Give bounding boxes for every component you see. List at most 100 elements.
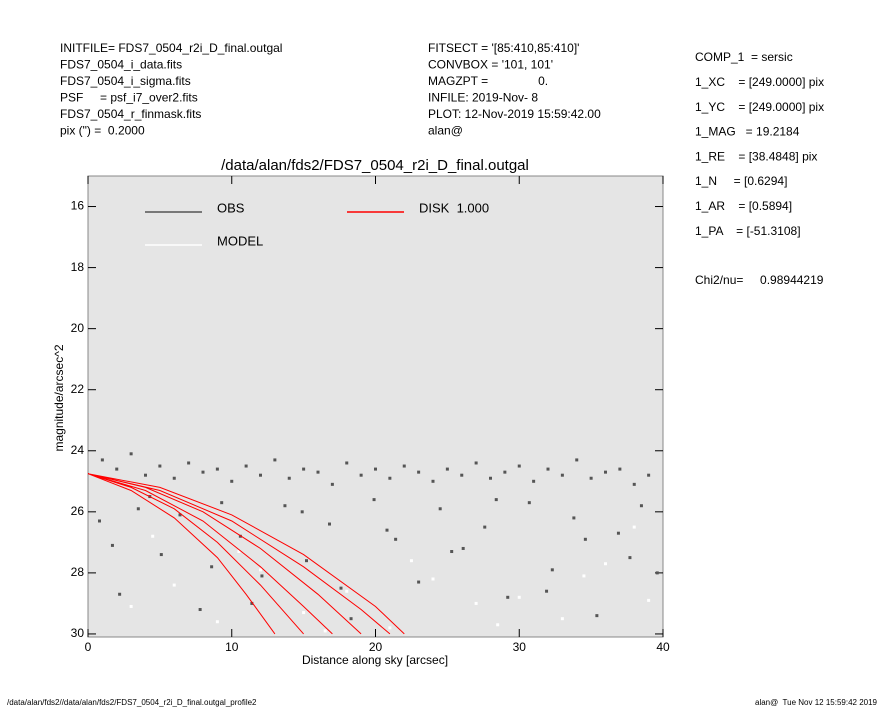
data-point [339,586,343,590]
data-point [506,595,510,599]
data-point [98,519,101,523]
data-point [115,467,119,471]
y-tick-label: 30 [71,626,85,640]
data-point [632,525,636,529]
data-point [450,550,454,554]
header-left-line: FDS7_0504_r_finmask.fits [60,107,201,121]
legend-label: OBS [217,200,245,215]
header-right-line: 1_XC = [249.0000] pix [695,75,824,89]
data-point [431,577,435,581]
header-left-line: FDS7_0504_i_data.fits [60,58,182,72]
data-point [517,464,521,468]
data-point [201,470,205,474]
data-point [244,464,248,468]
x-tick-label: 40 [656,640,670,654]
chi2: Chi2/nu= 0.98944219 [695,273,824,287]
data-point [461,546,465,550]
data-point [359,473,363,477]
legend-label: MODEL [217,233,263,248]
data-point [118,592,122,596]
header-right-line: 1_AR = [0.5894] [695,199,792,213]
data-point [417,580,421,584]
data-point [572,516,576,520]
data-point [330,482,334,486]
data-point [230,479,234,483]
data-point [604,562,607,566]
data-point [417,470,421,474]
data-point [474,601,478,605]
x-tick-label: 0 [85,640,92,654]
data-point [172,476,176,480]
data-point [582,574,586,578]
y-tick-label: 22 [71,382,85,396]
data-point [560,473,564,477]
data-point [632,482,636,486]
header-right-line: COMP_1 = sersic [695,50,793,64]
header-right-line: 1_PA = [-51.3108] [695,224,801,238]
data-point [172,583,176,587]
data-point [159,553,163,557]
data-point [328,522,331,526]
data-point [402,464,406,468]
data-point [560,617,564,621]
data-point [287,476,291,480]
data-point [345,461,349,465]
header-left-line: INITFILE= FDS7_0504_r2i_D_final.outgal [60,41,282,55]
data-point [460,473,464,477]
data-point [385,528,389,532]
x-tick-label: 30 [513,640,527,654]
header-middle-line: INFILE: 2019-Nov- 8 [428,91,538,105]
data-point [628,556,632,560]
data-point [503,470,507,474]
data-point [388,626,392,630]
data-point [589,476,593,480]
data-point [527,501,531,505]
data-point [372,498,376,502]
data-point [349,617,353,621]
header-right-line: 1_YC = [249.0000] pix [695,100,824,114]
data-point [575,458,579,462]
header-right-line: 1_MAG = 19.2184 [695,125,800,139]
x-axis-label: Distance along sky [arcsec] [302,653,448,667]
data-point [647,473,651,477]
data-point [394,537,398,541]
data-point [550,568,554,572]
data-point [316,470,320,474]
data-point [595,614,599,618]
data-point [388,476,392,480]
data-point [302,611,306,615]
data-point [302,467,306,471]
data-point [259,568,262,572]
data-point [250,601,254,605]
data-point [238,534,242,538]
header-right-line: 1_RE = [38.4848] pix [695,149,817,163]
data-point [545,589,549,593]
data-point [604,470,607,474]
data-point [374,467,377,471]
header-middle-line: PLOT: 12-Nov-2019 15:59:42.00 [428,107,601,121]
data-point [158,464,162,468]
data-point [273,458,277,462]
data-point [215,620,219,624]
footer-left: /data/alan/fds2//data/alan/fds2/FDS7_050… [7,698,257,707]
data-point [323,629,327,633]
header-left-line: PSF = psf_i7_over2.fits [60,91,198,105]
data-point [178,513,182,517]
header-middle-line: CONVBOX = '101, 101' [428,58,553,72]
y-tick-label: 20 [71,321,85,335]
header-left-line: pix (") = 0.2000 [60,124,145,138]
data-point [215,467,219,471]
data-point [198,608,202,612]
data-point [532,479,536,483]
data-point [220,501,224,505]
data-point [494,498,498,502]
header-middle-line: alan@ [428,124,463,138]
model-line [87,473,405,635]
data-point [496,623,500,627]
data-point [431,479,435,483]
data-point [187,461,191,465]
y-axis-label: magnitude/arcsec^2 [52,344,66,451]
data-point [144,473,147,477]
header-right-line: 1_N = [0.6294] [695,174,787,188]
